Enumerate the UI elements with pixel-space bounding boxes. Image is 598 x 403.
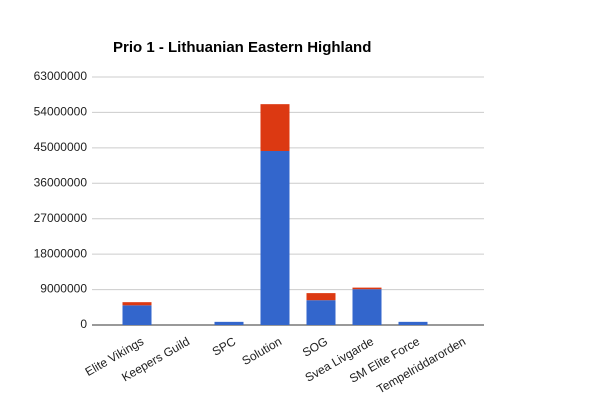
- x-tick-label: SPC: [210, 334, 239, 359]
- bar-segment: [398, 321, 428, 325]
- y-tick-label: 63000000: [34, 69, 88, 83]
- bar-segment: [306, 293, 336, 301]
- bar-segment: [214, 321, 244, 325]
- bar-segment: [122, 305, 152, 325]
- bar-segment: [352, 287, 382, 290]
- bar-segment: [352, 289, 382, 325]
- bar-segment: [122, 302, 152, 306]
- y-tick-label: 27000000: [34, 211, 88, 225]
- bar-segment: [306, 300, 336, 325]
- x-tick-label: Solution: [240, 334, 285, 368]
- y-tick-label: 18000000: [34, 246, 88, 260]
- chart-title: Prio 1 - Lithuanian Eastern Highland: [113, 39, 371, 56]
- x-tick-label: SOG: [300, 334, 330, 359]
- y-tick-label: 0: [80, 317, 87, 331]
- bar-segment: [260, 104, 290, 152]
- y-tick-label: 9000000: [40, 282, 87, 296]
- y-tick-label: 45000000: [34, 140, 88, 154]
- bar-segment: [260, 151, 290, 325]
- y-tick-label: 54000000: [34, 105, 88, 119]
- y-tick-label: 36000000: [34, 175, 88, 189]
